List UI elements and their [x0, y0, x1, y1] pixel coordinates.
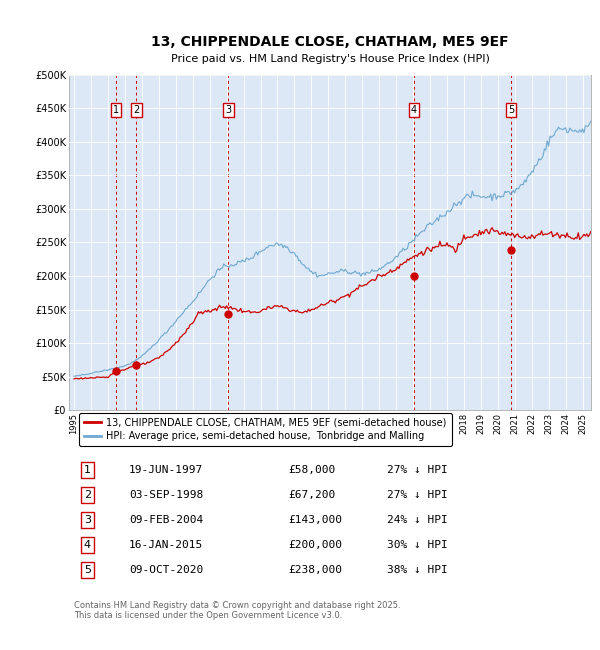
Text: 38% ↓ HPI: 38% ↓ HPI: [388, 565, 448, 575]
Text: 27% ↓ HPI: 27% ↓ HPI: [388, 465, 448, 475]
Text: 09-OCT-2020: 09-OCT-2020: [129, 565, 203, 575]
Text: £67,200: £67,200: [288, 490, 335, 500]
Text: 1: 1: [84, 465, 91, 475]
Text: £58,000: £58,000: [288, 465, 335, 475]
Text: 1: 1: [113, 105, 119, 115]
Text: £143,000: £143,000: [288, 515, 342, 525]
Text: 24% ↓ HPI: 24% ↓ HPI: [388, 515, 448, 525]
Text: 4: 4: [84, 540, 91, 550]
Text: 19-JUN-1997: 19-JUN-1997: [129, 465, 203, 475]
Text: Contains HM Land Registry data © Crown copyright and database right 2025.
This d: Contains HM Land Registry data © Crown c…: [74, 601, 401, 620]
Text: 5: 5: [508, 105, 514, 115]
Text: 03-SEP-1998: 03-SEP-1998: [129, 490, 203, 500]
Text: 09-FEB-2004: 09-FEB-2004: [129, 515, 203, 525]
Legend: 13, CHIPPENDALE CLOSE, CHATHAM, ME5 9EF (semi-detached house), HPI: Average pric: 13, CHIPPENDALE CLOSE, CHATHAM, ME5 9EF …: [79, 413, 452, 447]
Text: 2: 2: [133, 105, 139, 115]
Text: 3: 3: [226, 105, 232, 115]
Text: 16-JAN-2015: 16-JAN-2015: [129, 540, 203, 550]
Text: 27% ↓ HPI: 27% ↓ HPI: [388, 490, 448, 500]
Text: 3: 3: [84, 515, 91, 525]
Text: £238,000: £238,000: [288, 565, 342, 575]
Text: 30% ↓ HPI: 30% ↓ HPI: [388, 540, 448, 550]
Text: 4: 4: [410, 105, 417, 115]
Text: Price paid vs. HM Land Registry's House Price Index (HPI): Price paid vs. HM Land Registry's House …: [170, 53, 490, 64]
Text: 5: 5: [84, 565, 91, 575]
Text: £200,000: £200,000: [288, 540, 342, 550]
Text: 2: 2: [84, 490, 91, 500]
Text: 13, CHIPPENDALE CLOSE, CHATHAM, ME5 9EF: 13, CHIPPENDALE CLOSE, CHATHAM, ME5 9EF: [151, 35, 509, 49]
